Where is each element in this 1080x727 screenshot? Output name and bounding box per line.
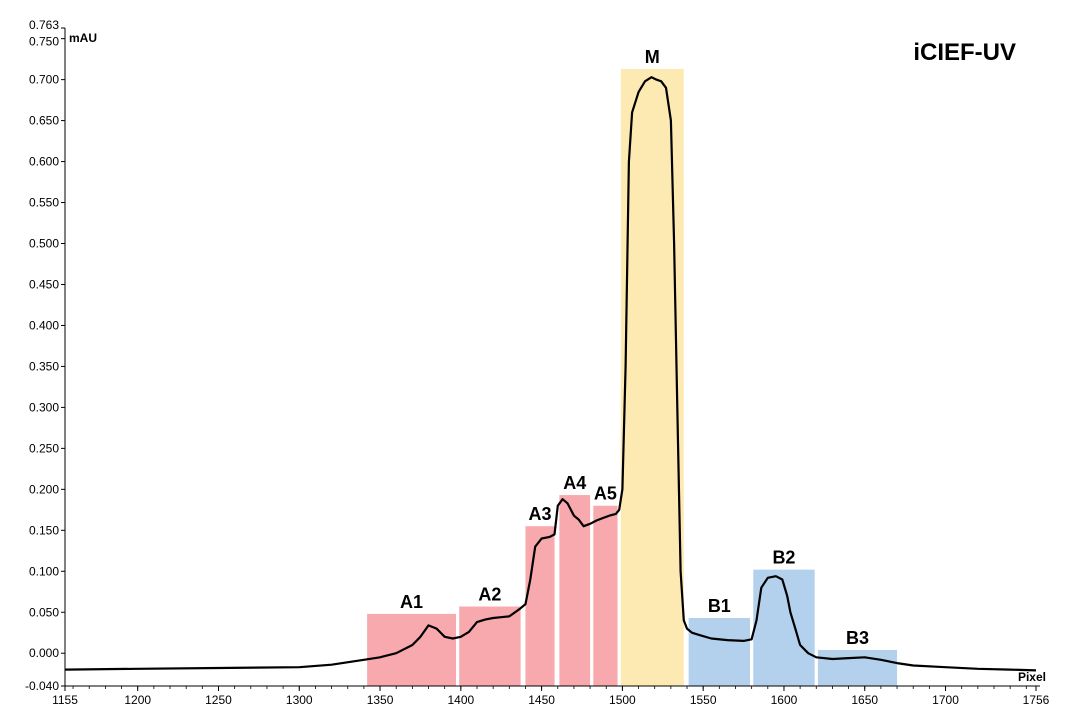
region-m — [620, 68, 684, 686]
x-tick-label: 1200 — [124, 693, 151, 707]
region-label-a2: A2 — [478, 585, 501, 605]
region-a3 — [525, 526, 555, 686]
y-tick-label: -0.040 — [25, 679, 59, 693]
x-tick-label: 1500 — [609, 693, 636, 707]
x-tick-label: 1650 — [851, 693, 878, 707]
region-a1 — [367, 613, 456, 686]
region-label-b2: B2 — [772, 548, 795, 568]
region-labels: A1 A2 A3 A4 A5 M B1 B2 B3 — [400, 47, 869, 648]
x-tick-label: 1700 — [932, 693, 959, 707]
y-tick-label: 0.000 — [29, 646, 59, 660]
y-tick-label: 0.150 — [29, 523, 59, 537]
region-a4 — [559, 495, 591, 686]
y-tick-label: 0.100 — [29, 564, 59, 578]
region-label-m: M — [645, 47, 660, 67]
y-tick-label: 0.550 — [29, 196, 59, 210]
x-tick-label: 1450 — [528, 693, 555, 707]
x-axis-label: Pixel — [1018, 670, 1046, 684]
region-label-a5: A5 — [594, 484, 617, 504]
chart-title: iCIEF-UV — [913, 39, 1016, 66]
y-tick-label: 0.763 — [29, 18, 59, 32]
y-tick-label: 0.250 — [29, 441, 59, 455]
y-axis-label: mAU — [69, 31, 97, 45]
y-tick-label: 0.750 — [29, 35, 59, 49]
y-tick-label: 0.450 — [29, 277, 59, 291]
x-tick-label: 1250 — [205, 693, 232, 707]
region-label-a3: A3 — [528, 504, 551, 524]
x-tick-label: 1300 — [286, 693, 313, 707]
y-ticks: -0.040 0.000 0.050 0.100 0.150 0.200 0.250 0.30… — [25, 18, 65, 693]
y-tick-label: 0.500 — [29, 237, 59, 251]
x-tick-label: 1400 — [447, 693, 474, 707]
x-tick-label: 1550 — [690, 693, 717, 707]
y-tick-label: 0.700 — [29, 73, 59, 87]
region-b2 — [753, 569, 815, 686]
x-tick-label: 1600 — [771, 693, 798, 707]
x-ticks: 1155 1200 1250 1300 1350 1400 1450 1500 1550 1600… — [52, 686, 1050, 707]
y-tick-label: 0.600 — [29, 155, 59, 169]
y-tick-label: 0.350 — [29, 359, 59, 373]
y-tick-label: 0.650 — [29, 114, 59, 128]
region-label-a1: A1 — [400, 592, 423, 612]
x-tick-label: 1756 — [1023, 693, 1050, 707]
y-tick-label: 0.050 — [29, 605, 59, 619]
region-a2 — [459, 606, 521, 686]
y-tick-label: 0.400 — [29, 318, 59, 332]
x-tick-label: 1155 — [52, 693, 78, 707]
region-a5 — [593, 505, 618, 686]
y-tick-label: 0.200 — [29, 482, 59, 496]
axes — [64, 28, 1040, 687]
region-label-b3: B3 — [846, 628, 869, 648]
region-label-a4: A4 — [563, 473, 586, 493]
region-label-b1: B1 — [708, 596, 731, 616]
region-b1 — [688, 617, 751, 686]
region-b3 — [817, 649, 898, 686]
x-tick-label: 1350 — [367, 693, 394, 707]
y-tick-label: 0.300 — [29, 400, 59, 414]
series-line-trace — [64, 76, 1037, 672]
